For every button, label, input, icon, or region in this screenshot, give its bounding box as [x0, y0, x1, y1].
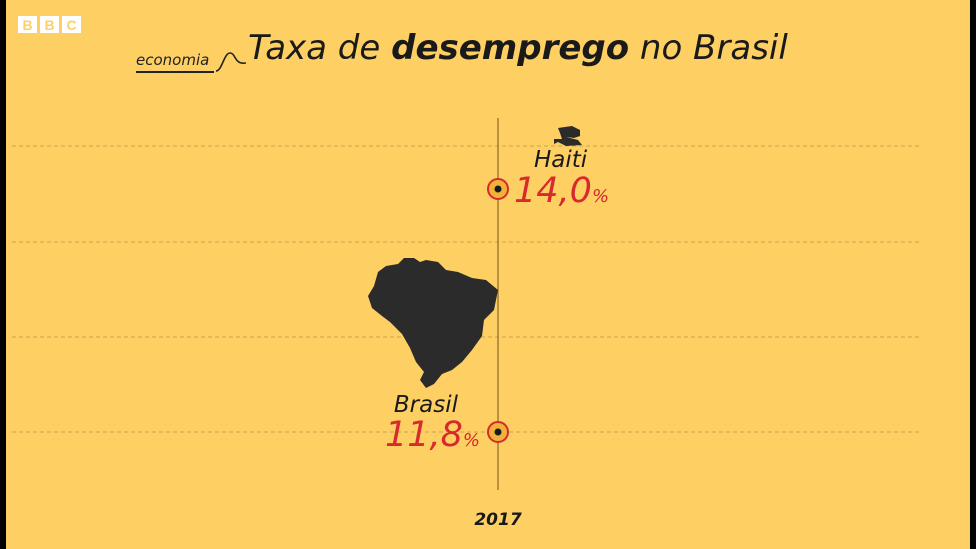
title-part: no Brasil: [629, 28, 788, 68]
value-unit: %: [592, 186, 609, 207]
data-value-label: 11,8%: [385, 415, 480, 455]
series-name-label: Brasil: [394, 392, 459, 418]
data-value-label: 14,0%: [514, 171, 609, 211]
value-unit: %: [463, 430, 480, 451]
x-tick-label: 2017: [474, 510, 521, 530]
logo-letter: B: [40, 16, 59, 33]
value-number: 14,0: [514, 171, 592, 211]
title-emphasis: desemprego: [391, 28, 630, 68]
infographic-frame: B B C economia Taxa de desemprego no Bra…: [6, 0, 970, 549]
data-point-center: [494, 185, 502, 193]
section-underline: [136, 71, 214, 73]
data-point-center: [494, 428, 502, 436]
title-part: Taxa de: [248, 28, 392, 68]
logo-letter: C: [62, 16, 81, 33]
page-title: Taxa de desemprego no Brasil: [248, 28, 788, 68]
logo-letter: B: [18, 16, 37, 33]
brazil-map-icon: [368, 258, 498, 388]
series-name-label: Haiti: [534, 147, 588, 173]
value-number: 11,8: [385, 415, 463, 455]
section-label: economia: [136, 51, 210, 69]
bbc-logo: B B C: [18, 16, 81, 33]
swoosh-icon: [215, 52, 247, 72]
haiti-map-icon: [554, 126, 582, 146]
